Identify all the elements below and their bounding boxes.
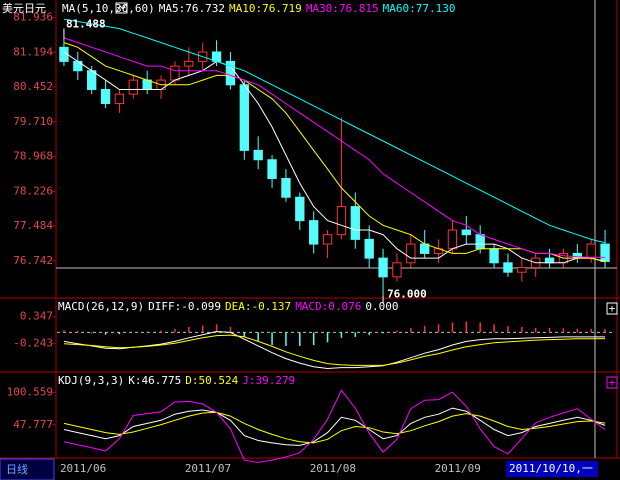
candle-body	[447, 229, 458, 250]
y-tick-label: 80.452	[13, 80, 53, 93]
legend-entry: MACD:0.076	[295, 300, 361, 313]
candle-body	[489, 248, 499, 264]
kdj-line	[63, 411, 606, 444]
y-tick-label: 76.742	[13, 254, 53, 267]
kdj-line	[63, 407, 606, 446]
legend-entry: K:46.775	[128, 374, 181, 387]
legend-entry: MA60:77.130	[383, 2, 456, 15]
candle-body	[392, 262, 402, 278]
candle-body	[281, 177, 291, 198]
high-label: 81.488	[66, 18, 106, 31]
y-tick-label: 78.226	[13, 184, 53, 197]
candle-body	[350, 206, 360, 240]
y-tick-label: 81.936	[13, 11, 53, 24]
candle-body	[544, 257, 555, 264]
candle-body	[364, 238, 374, 259]
panel-header: MACD(26,12,9) DIFF:-0.099 DEA:-0.137 MACD:0…	[58, 300, 399, 313]
legend-entry: MA30:76.815	[306, 2, 379, 15]
y-tick-label: 100.559	[7, 386, 53, 399]
candle-body	[475, 234, 485, 250]
candle-body	[87, 70, 97, 90]
panel-button[interactable]	[606, 376, 618, 389]
y-tick-label: 0.347	[20, 310, 53, 323]
legend-entry: DIFF:-0.099	[148, 300, 221, 313]
candle-body	[295, 196, 305, 222]
x-tick-label: 2011/09	[435, 462, 481, 475]
indicator-icon	[116, 3, 127, 12]
legend-entry: MA(5,10,30,60)	[62, 2, 155, 15]
candle-body	[461, 229, 471, 236]
candle-body	[406, 243, 416, 264]
legend-entry: J:39.279	[242, 374, 295, 387]
candle-body	[170, 65, 180, 81]
legend-entry: MACD(26,12,9)	[58, 300, 144, 313]
legend-entry: 0.000	[365, 300, 398, 313]
legend-entry: 美元日元	[2, 2, 46, 15]
legend-entry: MA10:76.719	[229, 2, 302, 15]
ma-line	[63, 18, 606, 244]
macd-line	[63, 334, 606, 366]
panel-button[interactable]	[606, 302, 618, 315]
candle-body	[503, 262, 513, 273]
low-label: 76.000	[387, 288, 427, 301]
y-tick-label: 47.777	[13, 418, 53, 431]
ma-line	[63, 42, 606, 263]
candle-body	[253, 149, 263, 161]
period-button[interactable]	[0, 458, 55, 480]
candle-body	[309, 220, 319, 245]
cursor-date-box	[506, 461, 598, 477]
candle-body	[184, 60, 194, 67]
legend-entry: D:50.524	[185, 374, 238, 387]
candle-body	[100, 88, 111, 105]
ma-line	[63, 37, 606, 258]
cursor-date: 2011/10/10,一	[509, 462, 593, 475]
panel-header: KDJ(9,3,3) K:46.775 D:50.524 J:39.279	[58, 374, 295, 387]
y-tick-label: 77.484	[13, 219, 53, 232]
panel-button-icon: +	[609, 302, 616, 315]
x-tick-label: 2011/07	[185, 462, 231, 475]
candle-body	[267, 159, 277, 179]
macd-line	[63, 330, 606, 370]
legend-entry: KDJ(9,3,3)	[58, 374, 124, 387]
panel-button-icon: +	[609, 376, 616, 389]
candle-body	[572, 252, 582, 259]
candle-body	[378, 257, 388, 278]
candle-body	[239, 84, 249, 151]
y-tick-label: 78.968	[13, 150, 53, 163]
candle-body	[114, 93, 125, 105]
candle-body	[225, 60, 236, 86]
candle-body	[600, 243, 610, 262]
candle-body	[336, 206, 347, 236]
indicator-icon[interactable]	[115, 2, 128, 14]
candle-body	[322, 234, 333, 245]
legend-entry: DEA:-0.137	[225, 300, 291, 313]
x-tick-label: 2011/06	[60, 462, 106, 475]
legend-entry: MA5:76.732	[159, 2, 225, 15]
y-tick-label: 81.194	[13, 45, 53, 58]
period-label: 日线	[6, 462, 28, 476]
candle-body	[586, 243, 596, 259]
y-tick-label: 79.710	[13, 115, 53, 128]
panel-header: 美元日元 MA(5,10,30,60) MA5:76.732 MA10:76.719 M…	[2, 2, 456, 15]
x-tick-label: 2011/08	[310, 462, 356, 475]
ma-line	[63, 51, 606, 264]
candle-body	[128, 79, 138, 95]
kdj-line	[63, 389, 606, 464]
y-tick-label: -0.243	[13, 336, 53, 349]
candle-body	[517, 266, 527, 273]
